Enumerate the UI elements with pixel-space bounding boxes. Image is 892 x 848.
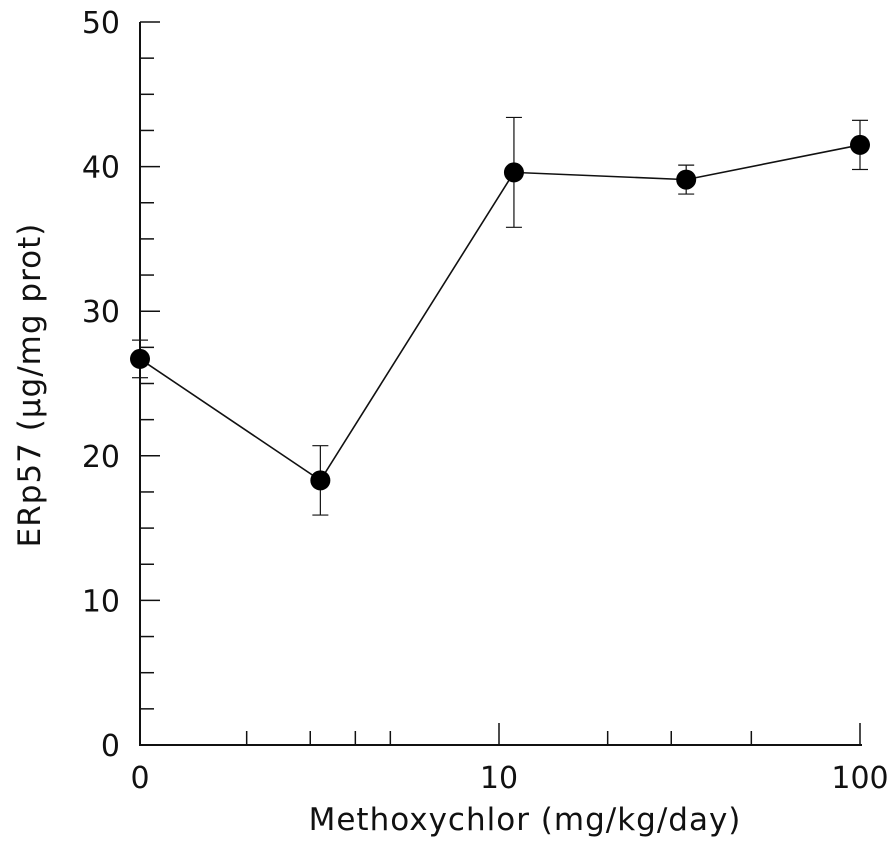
y-tick-label: 30: [82, 295, 120, 330]
data-point: [130, 348, 150, 369]
error-bars: [132, 116, 868, 516]
x-tick-label: 0: [130, 761, 149, 796]
y-tick-label: 50: [82, 6, 120, 41]
y-axis-title: ERp57 (µg/mg prot): [12, 223, 48, 548]
y-tick-labels: 0 10 20 30 40 50: [82, 6, 120, 764]
x-tick-labels: 0 10 100: [130, 761, 888, 796]
x-axis-title: Methoxychlor (mg/kg/day): [309, 802, 742, 838]
y-ticks: [140, 21, 160, 746]
axes: [139, 22, 862, 746]
series-line: [139, 144, 861, 482]
y-tick-label: 40: [82, 151, 120, 186]
data-point: [503, 162, 524, 183]
y-tick-label: 0: [101, 729, 120, 764]
data-point: [850, 134, 870, 155]
y-tick-label: 20: [82, 440, 120, 475]
y-tick-label: 10: [82, 584, 120, 619]
plot-area: [130, 116, 870, 516]
data-points: [130, 134, 870, 491]
x-ticks: [245, 723, 861, 745]
x-tick-label: 100: [831, 761, 888, 796]
x-tick-label: 10: [480, 761, 518, 796]
data-point: [676, 169, 697, 190]
data-point: [310, 470, 331, 491]
